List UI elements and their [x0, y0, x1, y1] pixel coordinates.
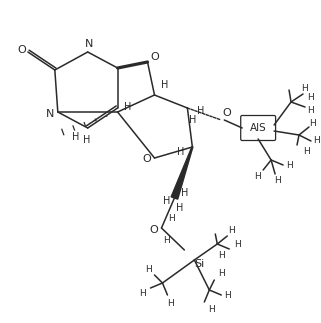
- FancyBboxPatch shape: [241, 116, 276, 141]
- Text: H: H: [197, 106, 204, 116]
- Text: H: H: [314, 136, 320, 144]
- Text: H: H: [167, 298, 174, 307]
- Text: H: H: [218, 269, 225, 278]
- Text: AlS: AlS: [250, 123, 266, 133]
- Polygon shape: [171, 147, 193, 199]
- Text: H: H: [308, 92, 314, 101]
- Text: H: H: [181, 188, 188, 198]
- Text: H: H: [208, 306, 215, 315]
- Text: O: O: [222, 108, 230, 118]
- Text: H: H: [234, 239, 241, 248]
- Text: H: H: [161, 80, 168, 90]
- Text: H: H: [189, 115, 196, 125]
- Text: H: H: [72, 132, 79, 142]
- Text: H: H: [124, 102, 131, 112]
- Text: H: H: [286, 161, 292, 170]
- Text: H: H: [176, 203, 183, 213]
- Text: H: H: [145, 265, 152, 274]
- Text: H: H: [254, 172, 261, 181]
- Text: H: H: [163, 235, 170, 245]
- Text: O: O: [18, 45, 26, 55]
- Text: N: N: [46, 109, 54, 119]
- Text: H: H: [302, 84, 308, 92]
- Text: H: H: [304, 147, 310, 155]
- Text: H: H: [228, 225, 235, 234]
- Text: H: H: [139, 288, 146, 297]
- Text: O: O: [142, 154, 151, 164]
- Text: O: O: [150, 52, 159, 62]
- Text: H: H: [177, 147, 184, 157]
- Text: H: H: [168, 214, 175, 223]
- Text: H: H: [218, 252, 225, 261]
- Text: H: H: [308, 106, 314, 114]
- Text: N: N: [84, 39, 93, 49]
- Text: H: H: [163, 196, 170, 206]
- Text: O: O: [149, 225, 158, 235]
- Text: Si: Si: [194, 259, 204, 269]
- Text: H: H: [309, 119, 317, 128]
- Text: H: H: [83, 135, 91, 145]
- Text: H: H: [224, 290, 230, 299]
- Text: H: H: [274, 175, 281, 184]
